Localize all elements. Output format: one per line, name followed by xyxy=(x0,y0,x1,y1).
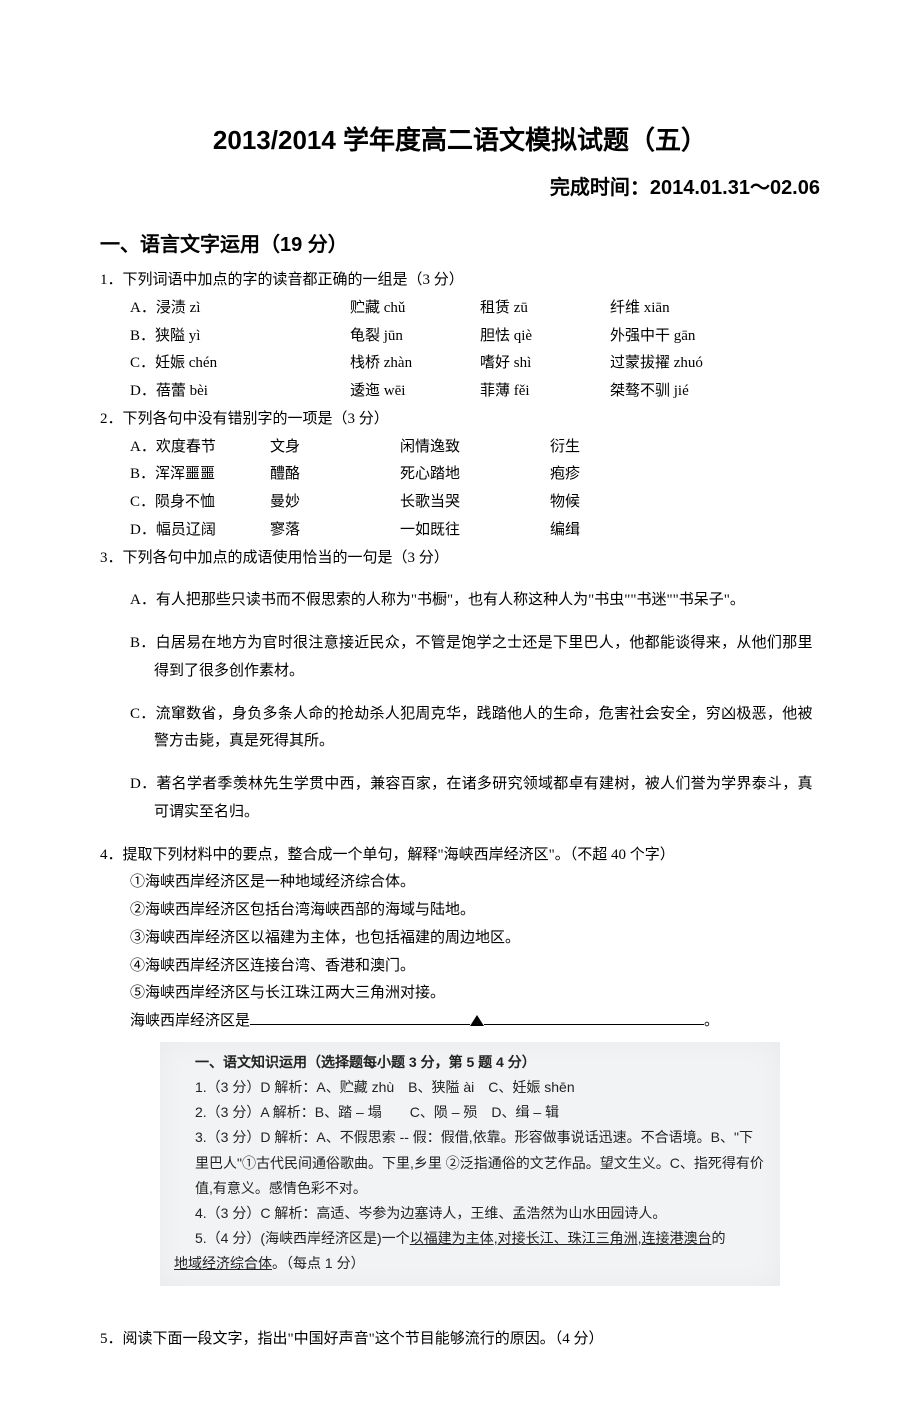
question-3: 3．下列各句中加点的成语使用恰当的一句是（3 分） A．有人把那些只读书而不假思… xyxy=(100,545,820,827)
question-4: 4．提取下列材料中的要点，整合成一个单句，解释"海峡西岸经济区"。（不超 40 … xyxy=(100,842,820,1036)
q3-option-c: C．流窜数省，身负多条人命的抢劫杀人犯周克华，践踏他人的生命，危害社会安全，穷凶… xyxy=(124,701,820,757)
answer-line-3: 3.（3 分）D 解析：A、不假思索 -- 假：假借,依靠。形容做事说话迅速。不… xyxy=(174,1125,766,1201)
q2-option-c: C．陨身不恤 曼妙 长歌当哭 物候 xyxy=(100,489,820,517)
q1-option-d: D．蓓蕾 bèi 逶迤 wēi 菲薄 fěi 桀骜不驯 jié xyxy=(100,378,820,406)
q3-stem: 3．下列各句中加点的成语使用恰当的一句是（3 分） xyxy=(100,545,820,573)
q4-line-3: ③海峡西岸经济区以福建为主体，也包括福建的周边地区。 xyxy=(100,925,820,953)
exam-subtitle: 完成时间：2014.01.31～02.06 xyxy=(100,171,820,200)
question-5: 5．阅读下面一段文字，指出"中国好声音"这个节目能够流行的原因。（4 分） xyxy=(100,1326,820,1354)
q1-stem: 1．下列词语中加点的字的读音都正确的一组是（3 分） xyxy=(100,267,820,295)
q3-option-a: A．有人把那些只读书而不假思索的人称为"书橱"，也有人称这种人为"书虫""书迷"… xyxy=(124,587,820,615)
answer-box: 一、语文知识运用（选择题每小题 3 分，第 5 题 4 分） 1.（3 分）D … xyxy=(160,1042,780,1287)
answer-line-1: 1.（3 分）D 解析：A、贮藏 zhù B、狭隘 ài C、妊娠 shēn xyxy=(174,1075,766,1100)
section-1-heading: 一、语言文字运用（19 分） xyxy=(100,228,820,257)
q4-line-2: ②海峡西岸经济区包括台湾海峡西部的海域与陆地。 xyxy=(100,897,820,925)
answer-line-4: 4.（3 分）C 解析：高适、岑参为边塞诗人，王维、孟浩然为山水田园诗人。 xyxy=(174,1201,766,1226)
option-label: A．浸渍 zì xyxy=(130,295,220,323)
question-2: 2．下列各句中没有错别字的一项是（3 分） A．欢度春节 文身 闲情逸致 衍生 … xyxy=(100,406,820,545)
q2-option-b: B．浑浑噩噩 醴酪 死心踏地 疱疹 xyxy=(100,461,820,489)
q4-line-1: ①海峡西岸经济区是一种地域经济综合体。 xyxy=(100,869,820,897)
answer-line-5: 5.（4 分）(海峡西岸经济区是)一个以福建为主体,对接长江、珠江三角洲,连接港… xyxy=(174,1226,766,1251)
q4-answer-blank: 海峡西岸经济区是。 xyxy=(100,1008,820,1036)
q3-option-b: B．白居易在地方为官时很注意接近民众，不管是饱学之士还是下里巴人，他都能谈得来，… xyxy=(124,630,820,686)
q2-option-d: D．幅员辽阔 寥落 一如既往 编缉 xyxy=(100,517,820,545)
question-1: 1．下列词语中加点的字的读音都正确的一组是（3 分） A．浸渍 zì 贮藏 ch… xyxy=(100,267,820,406)
q2-option-a: A．欢度春节 文身 闲情逸致 衍生 xyxy=(100,434,820,462)
answer-line-2: 2.（3 分）A 解析：B、踏 – 塌 C、陨 – 殒 D、缉 – 辑 xyxy=(174,1100,766,1125)
q4-line-5: ⑤海峡西岸经济区与长江珠江两大三角洲对接。 xyxy=(100,980,820,1008)
answer-line-6: 地域经济综合体。（每点 1 分） xyxy=(174,1251,766,1276)
answer-box-heading: 一、语文知识运用（选择题每小题 3 分，第 5 题 4 分） xyxy=(174,1050,766,1075)
exam-title: 2013/2014 学年度高二语文模拟试题（五） xyxy=(100,120,820,157)
triangle-icon xyxy=(470,1015,484,1026)
q1-option-a: A．浸渍 zì 贮藏 chǔ 租赁 zū 纤维 xiān xyxy=(100,295,820,323)
q4-stem: 4．提取下列材料中的要点，整合成一个单句，解释"海峡西岸经济区"。（不超 40 … xyxy=(100,842,820,870)
q5-stem: 5．阅读下面一段文字，指出"中国好声音"这个节目能够流行的原因。（4 分） xyxy=(100,1326,820,1354)
q1-option-b: B．狭隘 yì 龟裂 jūn 胆怯 qiè 外强中干 gān xyxy=(100,323,820,351)
blank-field[interactable] xyxy=(484,1024,704,1025)
q2-stem: 2．下列各句中没有错别字的一项是（3 分） xyxy=(100,406,820,434)
q1-option-c: C．妊娠 chén 栈桥 zhàn 嗜好 shì 过蒙拔擢 zhuó xyxy=(100,350,820,378)
q4-line-4: ④海峡西岸经济区连接台湾、香港和澳门。 xyxy=(100,953,820,981)
q3-option-d: D．著名学者季羡林先生学贯中西，兼容百家，在诸多研究领域都卓有建树，被人们誉为学… xyxy=(124,771,820,827)
blank-field[interactable] xyxy=(250,1024,470,1025)
